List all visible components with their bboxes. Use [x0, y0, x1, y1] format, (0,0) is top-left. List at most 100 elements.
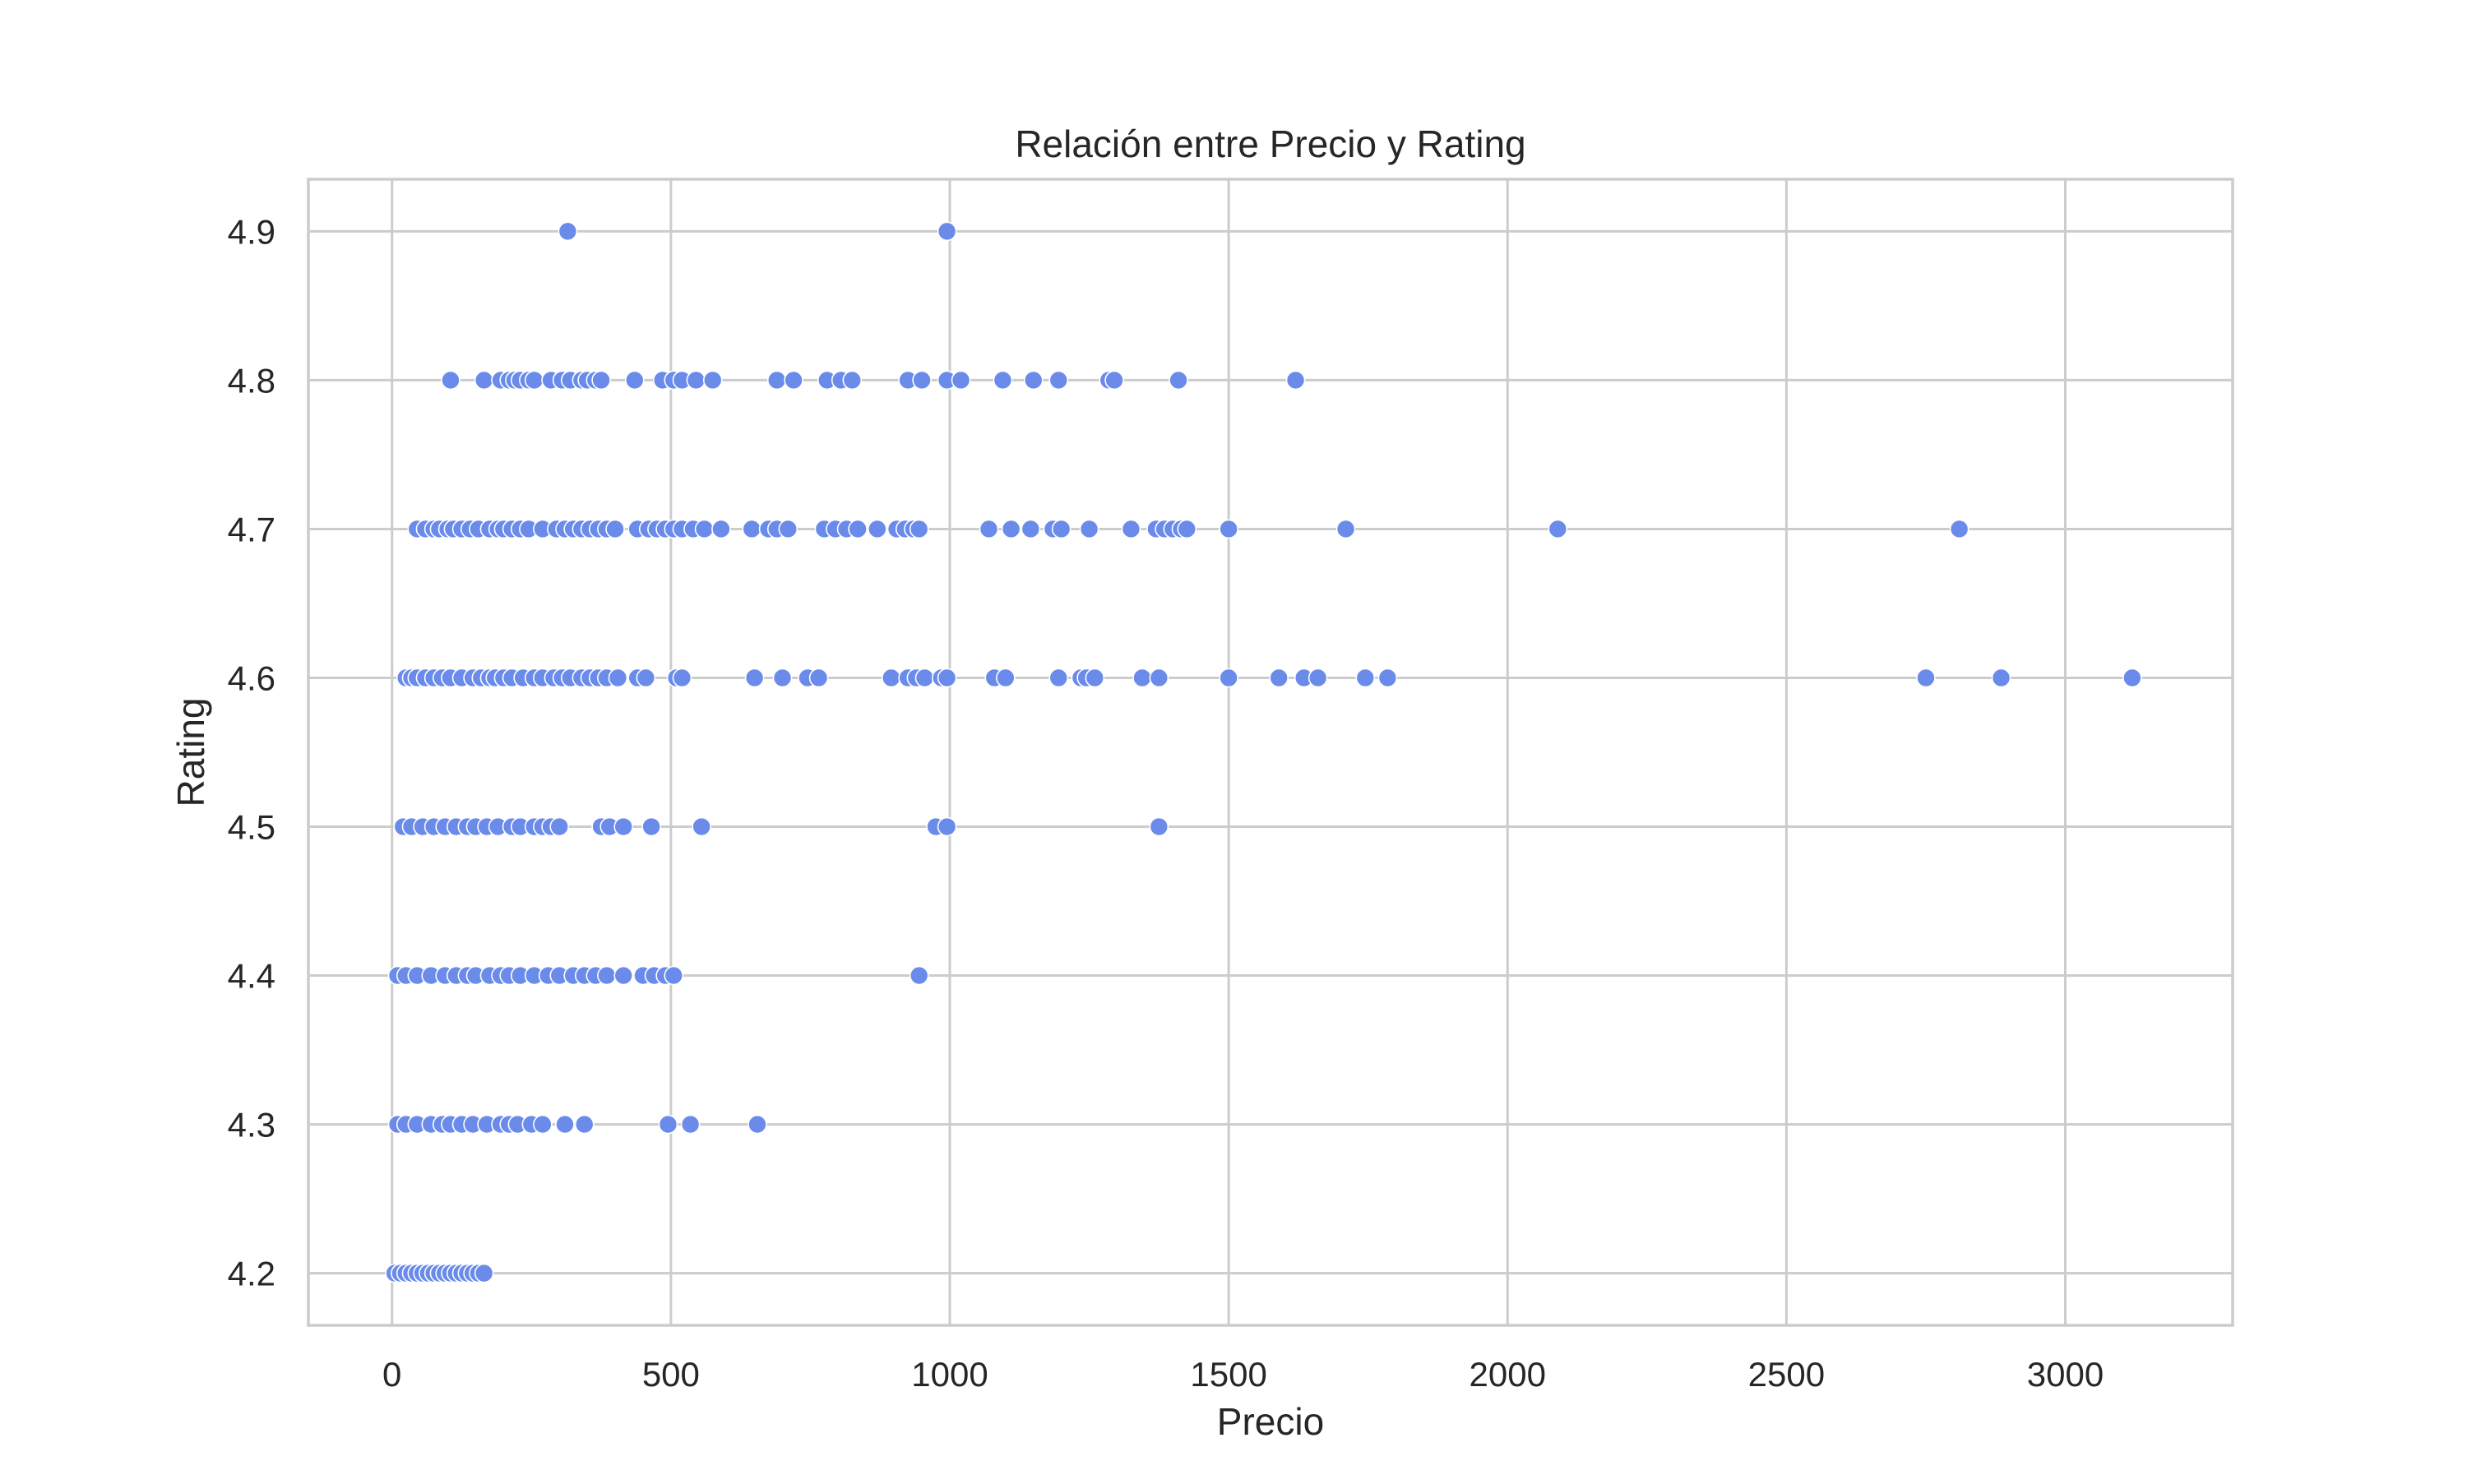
data-point [613, 816, 634, 837]
data-point [1308, 668, 1328, 688]
data-point [1335, 519, 1356, 539]
data-point [951, 370, 971, 391]
x-tick-label: 500 [642, 1355, 700, 1394]
data-point [868, 519, 887, 539]
data-point [574, 1114, 595, 1135]
data-point [636, 668, 656, 688]
data-point [558, 221, 578, 242]
data-point [1021, 519, 1041, 539]
data-point [1548, 519, 1568, 539]
data-point [613, 965, 634, 986]
y-tick-label: 4.6 [228, 659, 275, 697]
data-point [524, 370, 544, 391]
data-point [1085, 668, 1105, 688]
y-axis-label: Rating [169, 698, 212, 807]
data-point [1285, 370, 1306, 391]
x-tick-label: 1500 [1190, 1355, 1266, 1394]
data-point [937, 668, 957, 688]
data-point [597, 965, 617, 986]
data-point [748, 1114, 767, 1135]
data-point [912, 370, 932, 391]
x-tick-label: 2500 [1748, 1355, 1825, 1394]
y-tick-label: 4.8 [228, 361, 275, 400]
data-point [702, 370, 723, 391]
data-point [1121, 519, 1141, 539]
data-point [1048, 668, 1069, 688]
data-point [993, 370, 1013, 391]
data-point [937, 816, 957, 837]
data-point [1177, 519, 1197, 539]
data-point [591, 370, 611, 391]
data-point [1001, 519, 1021, 539]
data-point [624, 370, 645, 391]
data-point [1149, 668, 1169, 688]
x-tick-label: 2000 [1470, 1355, 1546, 1394]
data-point [711, 519, 731, 539]
data-point [914, 668, 935, 688]
data-point [2122, 668, 2142, 688]
data-point [641, 816, 661, 837]
data-point [1023, 370, 1044, 391]
y-tick-label: 4.5 [228, 808, 275, 847]
y-tick-label: 4.9 [228, 212, 275, 251]
x-tick-label: 0 [382, 1355, 401, 1394]
data-point [808, 668, 829, 688]
data-point [842, 370, 863, 391]
data-point [1949, 519, 1969, 539]
data-point [658, 1114, 678, 1135]
y-tick-label: 4.4 [228, 957, 275, 996]
data-point [909, 965, 929, 986]
data-point [533, 1114, 553, 1135]
y-tick-label: 4.2 [228, 1255, 275, 1293]
data-point [1219, 668, 1238, 688]
data-point [848, 519, 868, 539]
data-point [1169, 370, 1188, 391]
data-point [1079, 519, 1099, 539]
plot-area [308, 179, 2233, 1325]
y-tick-label: 4.7 [228, 510, 275, 548]
data-point [1048, 370, 1069, 391]
data-point [1377, 668, 1398, 688]
data-point [664, 965, 684, 986]
data-point [979, 519, 999, 539]
data-point [474, 1263, 494, 1283]
data-point [549, 816, 570, 837]
data-point [1132, 668, 1152, 688]
data-point [694, 519, 715, 539]
data-point [1149, 816, 1169, 837]
data-point [784, 370, 803, 391]
data-point [742, 519, 762, 539]
data-points [385, 221, 2142, 1283]
data-point [996, 668, 1016, 688]
data-point [692, 816, 711, 837]
data-point [686, 370, 706, 391]
data-point [937, 221, 957, 242]
x-tick-label: 1000 [911, 1355, 988, 1394]
data-point [766, 370, 787, 391]
data-point [1355, 668, 1376, 688]
x-tick-label: 3000 [2027, 1355, 2104, 1394]
data-point [772, 668, 793, 688]
data-point [474, 370, 494, 391]
data-point [909, 519, 929, 539]
x-axis-label: Precio [1217, 1400, 1324, 1443]
data-point [1104, 370, 1124, 391]
data-point [1219, 519, 1238, 539]
tick-labels: 0 500 1000 1500 2000 2500 3000 4.2 4.3 4.4 4.5 4.6 4… [228, 212, 2104, 1394]
data-point [1051, 519, 1072, 539]
data-point [1269, 668, 1289, 688]
data-point [744, 668, 765, 688]
data-point [778, 519, 798, 539]
data-point [881, 668, 901, 688]
data-point [441, 370, 461, 391]
data-point [605, 519, 625, 539]
y-tick-label: 4.3 [228, 1106, 275, 1144]
chart-title: Relación entre Precio y Rating [1015, 123, 1525, 165]
data-point [1916, 668, 1936, 688]
data-point [680, 1114, 701, 1135]
data-point [608, 668, 628, 688]
plot-frame [307, 178, 2234, 1327]
data-point [1991, 668, 2011, 688]
